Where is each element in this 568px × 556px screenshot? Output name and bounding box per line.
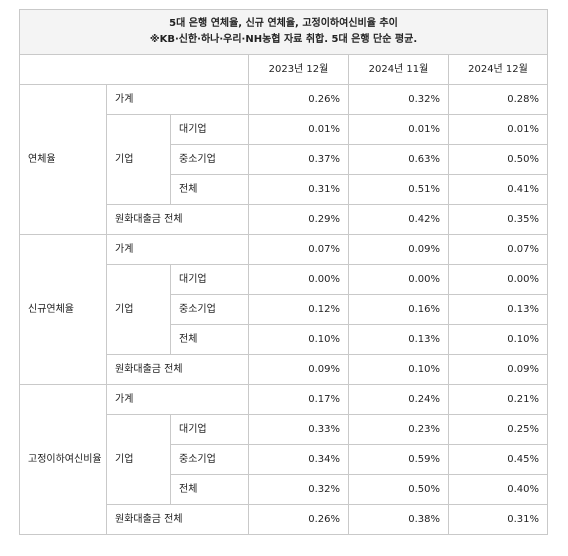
row-label: 원화대출금 전체 bbox=[106, 204, 249, 235]
corporate-group-label: 기업 bbox=[106, 114, 171, 205]
value-cell: 0.42% bbox=[348, 204, 449, 235]
row-label: 가계 bbox=[106, 384, 249, 415]
title-row: 5대 은행 연체율, 신규 연체율, 고정이하여신비율 추이 ※KB·신한·하나… bbox=[19, 9, 548, 55]
table-row: 기업 대기업 0.33% 0.23% 0.25% bbox=[20, 414, 548, 505]
value-cell: 0.37% bbox=[248, 144, 349, 175]
table-row: 기업 대기업 0.01% 0.01% 0.01% bbox=[20, 114, 548, 205]
column-header: 2024년 12월 bbox=[448, 54, 548, 85]
corporate-group-label: 기업 bbox=[106, 264, 171, 355]
corporate-group-label: 기업 bbox=[106, 414, 171, 505]
column-header: 2024년 11월 bbox=[348, 54, 449, 85]
value-cell: 0.33% bbox=[248, 414, 349, 445]
table-row: 연체율 가계 0.26% 0.32% 0.28% bbox=[19, 84, 548, 235]
value-cell: 0.00% bbox=[448, 264, 548, 295]
table-row: 전체 0.31% 0.51% 0.41% bbox=[20, 174, 548, 205]
value-cell: 0.10% bbox=[248, 324, 349, 355]
column-header: 2023년 12월 bbox=[248, 54, 349, 85]
value-cell: 0.10% bbox=[348, 354, 449, 385]
table-row: 고정이하여신비율 가계 0.17% 0.24% 0.21% bbox=[19, 384, 548, 535]
value-cell: 0.09% bbox=[248, 354, 349, 385]
value-cell: 0.34% bbox=[248, 444, 349, 475]
value-cell: 0.28% bbox=[448, 84, 548, 115]
value-cell: 0.50% bbox=[448, 144, 548, 175]
value-cell: 0.01% bbox=[248, 114, 349, 145]
value-cell: 0.13% bbox=[448, 294, 548, 325]
section-label: 연체율 bbox=[19, 84, 107, 235]
value-cell: 0.24% bbox=[348, 384, 449, 415]
section-label: 신규연체율 bbox=[19, 234, 107, 385]
value-cell: 0.51% bbox=[348, 174, 449, 205]
table-row: 중소기업 0.12% 0.16% 0.13% bbox=[20, 294, 548, 325]
header-empty-cell bbox=[19, 54, 249, 85]
value-cell: 0.32% bbox=[248, 474, 349, 505]
table-title-cell: 5대 은행 연체율, 신규 연체율, 고정이하여신비율 추이 ※KB·신한·하나… bbox=[19, 9, 548, 55]
delinquency-table: 5대 은행 연체율, 신규 연체율, 고정이하여신비율 추이 ※KB·신한·하나… bbox=[19, 9, 548, 535]
row-label: 원화대출금 전체 bbox=[106, 354, 249, 385]
value-cell: 0.45% bbox=[448, 444, 548, 475]
sub-row-label: 중소기업 bbox=[170, 294, 249, 325]
sub-row-label: 대기업 bbox=[170, 264, 249, 295]
table-row: 원화대출금 전체 0.29% 0.42% 0.35% bbox=[20, 204, 548, 235]
value-cell: 0.29% bbox=[248, 204, 349, 235]
sub-row-label: 전체 bbox=[170, 324, 249, 355]
sub-row-label: 전체 bbox=[170, 174, 249, 205]
value-cell: 0.00% bbox=[248, 264, 349, 295]
value-cell: 0.07% bbox=[448, 234, 548, 265]
value-cell: 0.13% bbox=[348, 324, 449, 355]
table-subtitle: ※KB·신한·하나·우리·NH농협 자료 취합. 5대 은행 단순 평균. bbox=[149, 34, 418, 45]
value-cell: 0.26% bbox=[248, 84, 349, 115]
sub-row-label: 중소기업 bbox=[170, 444, 249, 475]
value-cell: 0.16% bbox=[348, 294, 449, 325]
table-row: 원화대출금 전체 0.26% 0.38% 0.31% bbox=[20, 504, 548, 535]
value-cell: 0.09% bbox=[448, 354, 548, 385]
value-cell: 0.01% bbox=[448, 114, 548, 145]
section-label: 고정이하여신비율 bbox=[19, 384, 107, 535]
value-cell: 0.31% bbox=[448, 504, 548, 535]
value-cell: 0.32% bbox=[348, 84, 449, 115]
value-cell: 0.12% bbox=[248, 294, 349, 325]
value-cell: 0.63% bbox=[348, 144, 449, 175]
value-cell: 0.31% bbox=[248, 174, 349, 205]
row-label: 가계 bbox=[106, 84, 249, 115]
value-cell: 0.41% bbox=[448, 174, 548, 205]
value-cell: 0.09% bbox=[348, 234, 449, 265]
value-cell: 0.38% bbox=[348, 504, 449, 535]
table-row: 신규연체율 가계 0.07% 0.09% 0.07% bbox=[19, 234, 548, 385]
value-cell: 0.35% bbox=[448, 204, 548, 235]
value-cell: 0.17% bbox=[248, 384, 349, 415]
table-row: 전체 0.32% 0.50% 0.40% bbox=[20, 474, 548, 505]
table-title: 5대 은행 연체율, 신규 연체율, 고정이하여신비율 추이 bbox=[169, 18, 398, 29]
value-cell: 0.40% bbox=[448, 474, 548, 505]
value-cell: 0.07% bbox=[248, 234, 349, 265]
header-row: 2023년 12월 2024년 11월 2024년 12월 bbox=[19, 54, 548, 85]
sub-row-label: 대기업 bbox=[170, 414, 249, 445]
value-cell: 0.21% bbox=[448, 384, 548, 415]
value-cell: 0.59% bbox=[348, 444, 449, 475]
value-cell: 0.23% bbox=[348, 414, 449, 445]
row-label: 원화대출금 전체 bbox=[106, 504, 249, 535]
sub-row-label: 중소기업 bbox=[170, 144, 249, 175]
value-cell: 0.00% bbox=[348, 264, 449, 295]
value-cell: 0.26% bbox=[248, 504, 349, 535]
value-cell: 0.25% bbox=[448, 414, 548, 445]
value-cell: 0.01% bbox=[348, 114, 449, 145]
row-label: 가계 bbox=[106, 234, 249, 265]
table-row: 기업 대기업 0.00% 0.00% 0.00% bbox=[20, 264, 548, 355]
value-cell: 0.10% bbox=[448, 324, 548, 355]
sub-row-label: 대기업 bbox=[170, 114, 249, 145]
value-cell: 0.50% bbox=[348, 474, 449, 505]
sub-row-label: 전체 bbox=[170, 474, 249, 505]
